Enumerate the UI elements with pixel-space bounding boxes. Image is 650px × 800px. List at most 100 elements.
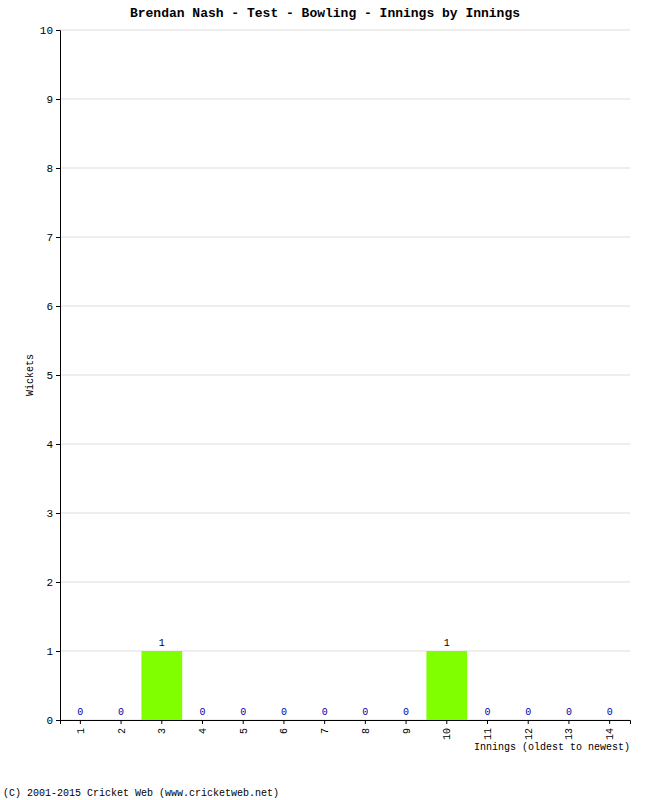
- bar: [101, 720, 142, 721]
- x-tick: 9: [402, 720, 413, 734]
- x-tick: 11: [483, 720, 494, 740]
- title: Brendan Nash - Test - Bowling - Innings …: [130, 6, 520, 21]
- bar: [182, 720, 223, 721]
- x-tick-mark: [446, 720, 447, 724]
- y-tick: 0: [46, 715, 60, 727]
- x-tick-mark: [528, 720, 529, 724]
- bars: [141, 651, 467, 720]
- y-tick-label: 0: [46, 715, 53, 727]
- y-tick-mark: [56, 30, 60, 31]
- x-tick-mark: [406, 720, 407, 724]
- x-tick-label: 12: [524, 728, 535, 740]
- data-labels: 00100000010000: [77, 638, 612, 718]
- data-label: 0: [281, 707, 287, 718]
- x-tick-mark: [80, 720, 81, 724]
- x-tick-mark: [202, 720, 203, 724]
- x-tick: 3: [157, 720, 168, 734]
- x-tick-label: 8: [361, 728, 372, 734]
- data-label: 0: [199, 707, 205, 718]
- y-tick: 2: [46, 577, 60, 589]
- y-tick-label: 6: [46, 301, 53, 313]
- bar: [345, 720, 386, 721]
- y-tick-mark: [56, 651, 60, 652]
- bar: [304, 720, 345, 721]
- x-tick-label: 10: [442, 728, 453, 740]
- y-tick: 3: [46, 508, 60, 520]
- y-tick-mark: [56, 720, 60, 721]
- x-tick: 4: [198, 720, 209, 734]
- y-tick-mark: [56, 306, 60, 307]
- grid-line: [60, 168, 630, 169]
- bar: [549, 720, 590, 721]
- y-tick: 5: [46, 370, 60, 382]
- bar: [386, 720, 427, 721]
- y-tick-label: 5: [46, 370, 53, 382]
- bar: [264, 720, 305, 721]
- data-label: 0: [525, 707, 531, 718]
- y-tick-label: 4: [46, 439, 53, 451]
- x-tick-mark: [365, 720, 366, 724]
- bar: [60, 720, 101, 721]
- bar: [589, 720, 630, 721]
- y-axis: 0 1 2 3 4 5 6 7 8 9 10: [40, 25, 61, 727]
- x-tick: 7: [320, 720, 331, 734]
- x-tick-mark: [487, 720, 488, 724]
- y-tick-mark: [56, 513, 60, 514]
- x-tick: 1: [76, 720, 87, 734]
- grid: [60, 30, 630, 720]
- y-tick-label: 3: [46, 508, 53, 520]
- y-tick: 4: [46, 439, 60, 451]
- bar: [141, 651, 182, 720]
- y-tick-mark: [56, 99, 60, 100]
- x-tick: 2: [117, 720, 128, 734]
- y-tick-label: 9: [46, 94, 53, 106]
- x-tick-label: 5: [239, 728, 250, 734]
- x-tick: 6: [279, 720, 290, 734]
- x-tick-label: 4: [198, 728, 209, 734]
- x-tick: 8: [361, 720, 372, 734]
- y-tick-mark: [56, 375, 60, 376]
- chart: 0123456789101234567891011121314001000000…: [0, 0, 650, 800]
- data-label: 0: [484, 707, 490, 718]
- x-tick-label: 1: [76, 728, 87, 734]
- x-tick-label: 14: [605, 728, 616, 740]
- bar: [223, 720, 264, 721]
- x-tick-mark: [324, 720, 325, 724]
- y-tick-label: 10: [40, 25, 53, 37]
- data-label: 0: [362, 707, 368, 718]
- bar: [426, 651, 467, 720]
- x-tick-mark: [243, 720, 244, 724]
- grid-line: [60, 99, 630, 100]
- x-axis: 1234567891011121314: [61, 720, 631, 740]
- x-tick-label: 11: [483, 728, 494, 740]
- y-tick-label: 8: [46, 163, 53, 175]
- x-tick-label: 9: [402, 728, 413, 734]
- y-tick-label: 1: [46, 646, 53, 658]
- y-tick: 1: [46, 646, 60, 658]
- x-axis-title: Innings (oldest to newest): [474, 742, 630, 753]
- data-label: 1: [159, 638, 165, 649]
- bar: [508, 720, 549, 721]
- data-label: 0: [403, 707, 409, 718]
- data-label: 1: [444, 638, 450, 649]
- x-tick: 5: [239, 720, 250, 734]
- data-label: 0: [77, 707, 83, 718]
- grid-line: [60, 513, 630, 514]
- data-label: 0: [607, 707, 613, 718]
- x-tick-mark: [568, 720, 569, 724]
- y-tick-mark: [56, 168, 60, 169]
- x-tick-label: 7: [320, 728, 331, 734]
- data-label: 0: [118, 707, 124, 718]
- y-tick: 10: [40, 25, 60, 37]
- x-tick-mark: [121, 720, 122, 724]
- data-label: 0: [240, 707, 246, 718]
- y-tick-mark: [56, 237, 60, 238]
- bar: [467, 720, 508, 721]
- grid-line: [60, 444, 630, 445]
- y-tick: 9: [46, 94, 60, 106]
- x-tick: 10: [442, 720, 453, 740]
- y-axis-line: [56, 31, 61, 721]
- y-tick-label: 7: [46, 232, 53, 244]
- x-tick-label: 2: [117, 728, 128, 734]
- grid-line: [60, 30, 630, 31]
